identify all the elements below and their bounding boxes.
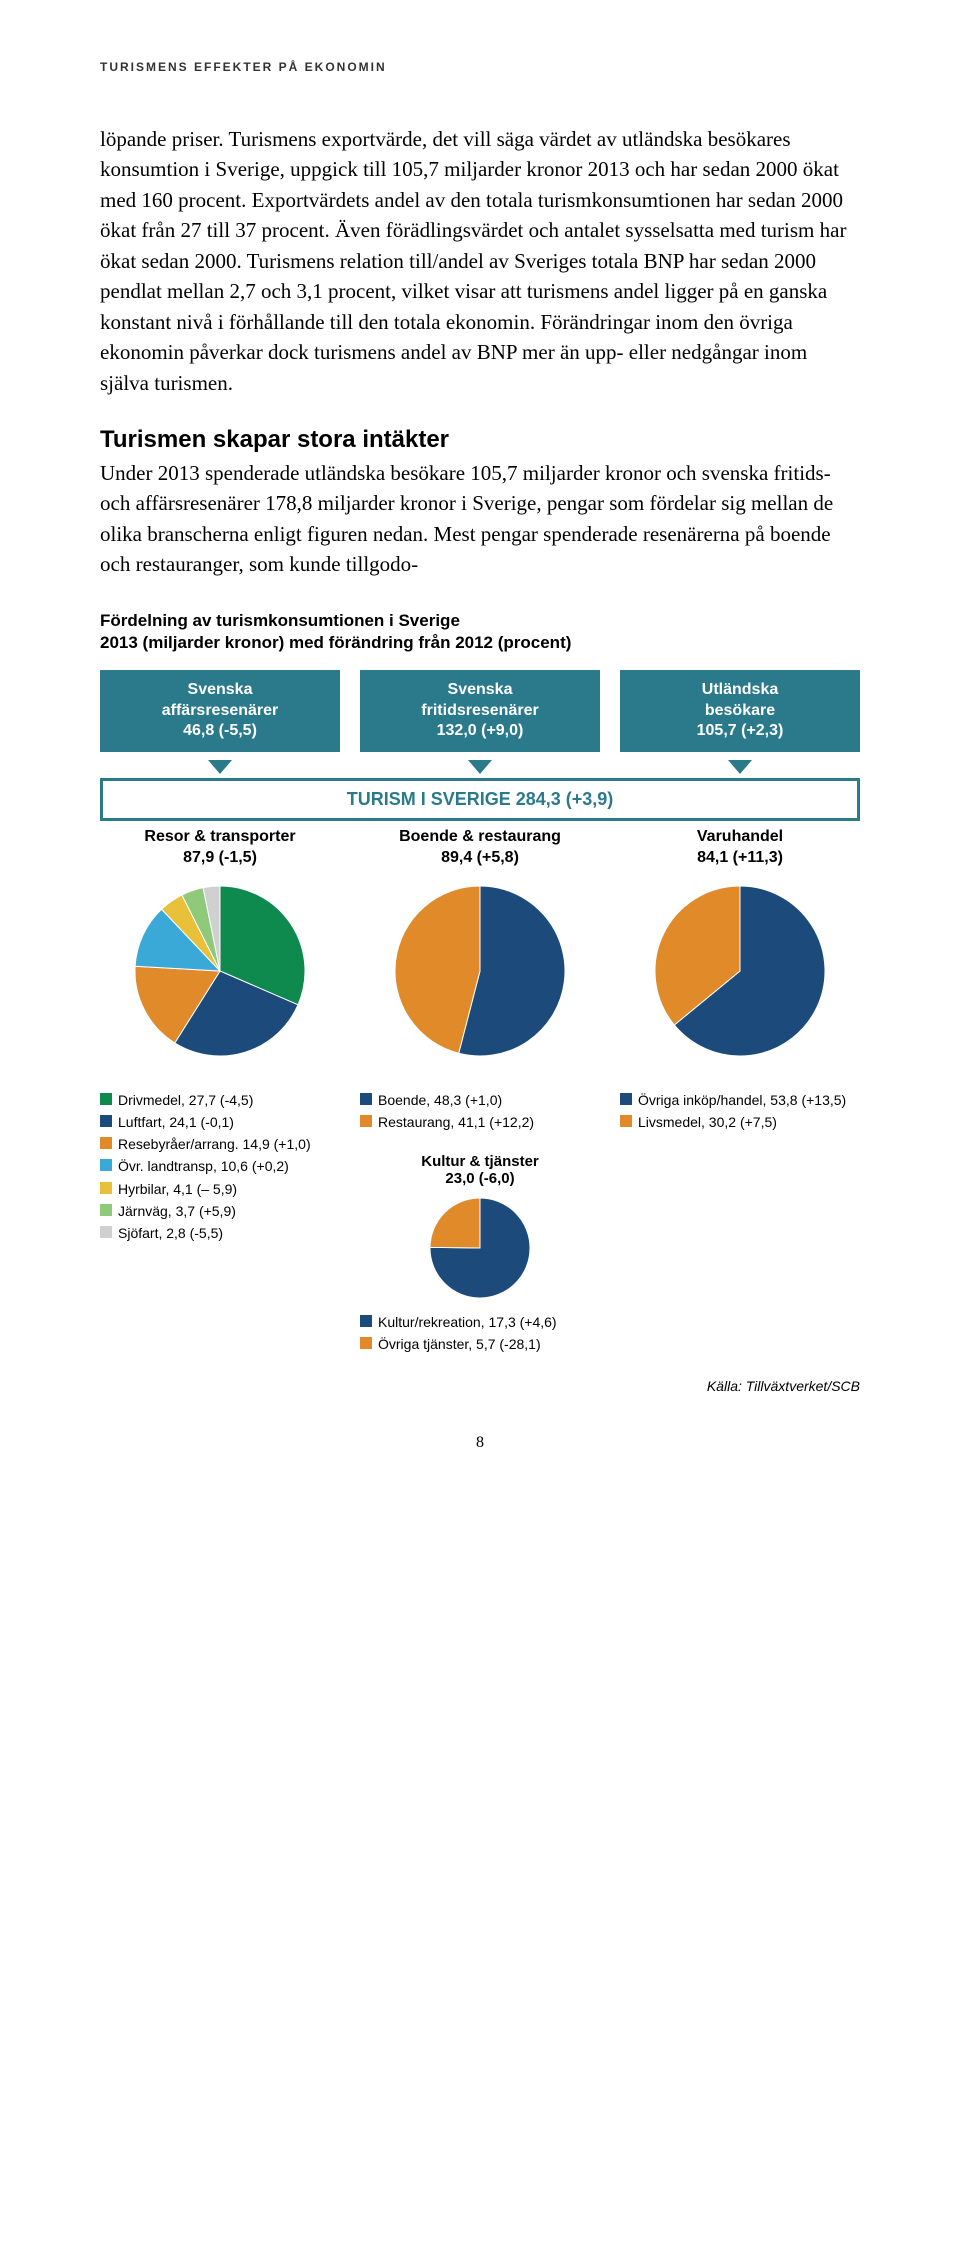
legend-label: Hyrbilar, 4,1 (– 5,9) (118, 1180, 237, 1198)
source-label: Källa: Tillväxtverket/SCB (100, 1378, 860, 1394)
legend-swatch (100, 1137, 112, 1149)
legend-kultur: Kultur/rekreation, 17,3 (+4,6) Övriga tjä… (360, 1313, 600, 1353)
legend-swatch (620, 1093, 632, 1105)
sub-boende: Boende & restaurang89,4 (+5,8) (360, 827, 600, 869)
pie-kultur (425, 1193, 535, 1303)
legend-item: Hyrbilar, 4,1 (– 5,9) (100, 1180, 340, 1198)
legend-label: Drivmedel, 27,7 (-4,5) (118, 1091, 253, 1109)
sub-resor: Resor & transporter87,9 (-1,5) (100, 827, 340, 869)
legend-label: Övriga inköp/handel, 53,8 (+13,5) (638, 1091, 846, 1109)
legend-label: Övriga tjänster, 5,7 (-28,1) (378, 1335, 541, 1353)
legend-item: Drivmedel, 27,7 (-4,5) (100, 1091, 340, 1109)
pie-boende (390, 881, 570, 1061)
legend-item: Övriga inköp/handel, 53,8 (+13,5) (620, 1091, 860, 1109)
legend-item: Övr. landtransp, 10,6 (+0,2) (100, 1157, 340, 1175)
paragraph-1: löpande priser. Turismens exportvärde, d… (100, 124, 860, 398)
sub-varuhandel: Varuhandel84,1 (+11,3) (620, 827, 860, 869)
legend-boende: Boende, 48,3 (+1,0) Restaurang, 41,1 (+12… (360, 1091, 600, 1131)
paragraph-2: Under 2013 spenderade utländska besökare… (100, 458, 860, 580)
chart-title-line2: 2013 (miljarder kronor) med förändring f… (100, 633, 571, 652)
mini-heading-kultur: Kultur & tjänster 23,0 (-6,0) (360, 1153, 600, 1187)
legend-item: Järnväg, 3,7 (+5,9) (100, 1202, 340, 1220)
page-number: 8 (100, 1434, 860, 1452)
legend-swatch (100, 1115, 112, 1127)
legend-swatch (620, 1115, 632, 1127)
arrow-down-icon (728, 760, 752, 774)
legend-center-col: Boende, 48,3 (+1,0) Restaurang, 41,1 (+12… (360, 1091, 600, 1358)
legend-item: Boende, 48,3 (+1,0) (360, 1091, 600, 1109)
arrow-down-icon (208, 760, 232, 774)
box-fritidsresenarer: Svenska fritidsresenärer 132,0 (+9,0) (360, 670, 600, 752)
section-heading: Turismen skapar stora intäkter (100, 426, 860, 454)
legend-item: Sjöfart, 2,8 (-5,5) (100, 1224, 340, 1242)
legend-swatch (100, 1093, 112, 1105)
legend-label: Luftfart, 24,1 (-0,1) (118, 1113, 234, 1131)
pies-row (100, 881, 860, 1061)
legend-label: Övr. landtransp, 10,6 (+0,2) (118, 1157, 289, 1175)
legend-swatch (100, 1182, 112, 1194)
legend-swatch (100, 1226, 112, 1238)
legend-label: Boende, 48,3 (+1,0) (378, 1091, 502, 1109)
box-utlandska: Utländska besökare 105,7 (+2,3) (620, 670, 860, 752)
chart-title-line1: Fördelning av turismkonsumtionen i Sveri… (100, 611, 460, 630)
legend-resor: Drivmedel, 27,7 (-4,5) Luftfart, 24,1 (-0… (100, 1091, 340, 1358)
legend-swatch (360, 1337, 372, 1349)
arrow-down-icon (468, 760, 492, 774)
legend-item: Restaurang, 41,1 (+12,2) (360, 1113, 600, 1131)
header-label: TURISMENS EFFEKTER PÅ EKONOMIN (100, 60, 860, 74)
legend-label: Kultur/rekreation, 17,3 (+4,6) (378, 1313, 557, 1331)
legend-varuhandel: Övriga inköp/handel, 53,8 (+13,5) Livsmed… (620, 1091, 860, 1358)
legend-label: Sjöfart, 2,8 (-5,5) (118, 1224, 223, 1242)
legend-label: Livsmedel, 30,2 (+7,5) (638, 1113, 777, 1131)
arrows-row (100, 760, 860, 774)
chart-title: Fördelning av turismkonsumtionen i Sveri… (100, 610, 860, 654)
box-affarsresenarer: Svenska affärsresenärer 46,8 (-5,5) (100, 670, 340, 752)
legend-swatch (100, 1204, 112, 1216)
legend-swatch (360, 1093, 372, 1105)
pie-varuhandel (650, 881, 830, 1061)
legend-label: Järnväg, 3,7 (+5,9) (118, 1202, 236, 1220)
legend-columns: Drivmedel, 27,7 (-4,5) Luftfart, 24,1 (-0… (100, 1091, 860, 1358)
legend-label: Restaurang, 41,1 (+12,2) (378, 1113, 534, 1131)
legend-item: Övriga tjänster, 5,7 (-28,1) (360, 1335, 600, 1353)
sub-labels-row: Resor & transporter87,9 (-1,5) Boende & … (100, 827, 860, 869)
legend-label: Resebyråer/arrang. 14,9 (+1,0) (118, 1135, 311, 1153)
legend-swatch (360, 1115, 372, 1127)
legend-swatch (360, 1315, 372, 1327)
legend-item: Kultur/rekreation, 17,3 (+4,6) (360, 1313, 600, 1331)
legend-item: Livsmedel, 30,2 (+7,5) (620, 1113, 860, 1131)
pie-resor (130, 881, 310, 1061)
legend-item: Resebyråer/arrang. 14,9 (+1,0) (100, 1135, 340, 1153)
legend-item: Luftfart, 24,1 (-0,1) (100, 1113, 340, 1131)
total-bar: TURISM I SVERIGE 284,3 (+3,9) (100, 778, 860, 821)
legend-swatch (100, 1159, 112, 1171)
top-boxes-row: Svenska affärsresenärer 46,8 (-5,5) Sven… (100, 670, 860, 752)
